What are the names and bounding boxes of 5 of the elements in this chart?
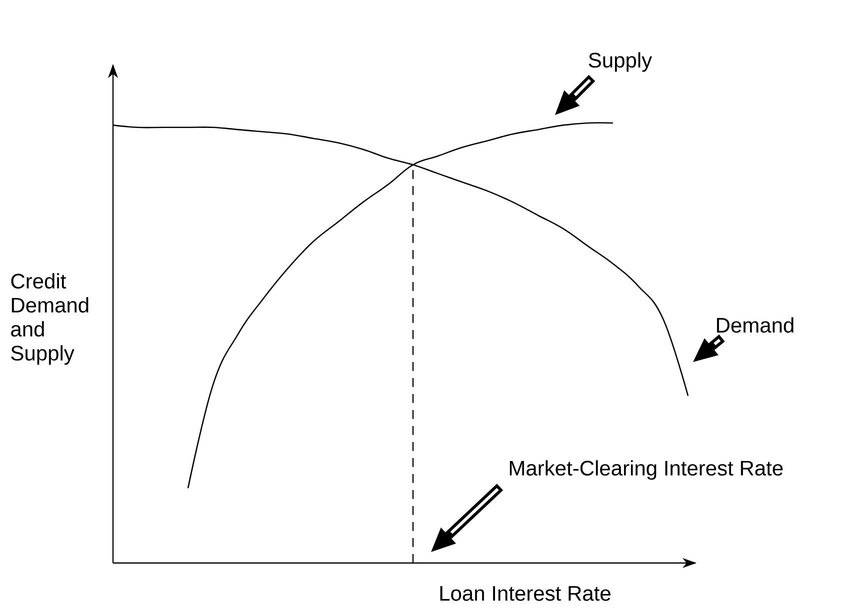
text: Demand	[717, 317, 794, 333]
y-axis-title: Credit Demand and Supply	[11, 273, 88, 365]
annotation: Market-Clearing Interest Rate	[510, 460, 783, 480]
text: Supply	[588, 52, 652, 72]
x-axis-title: Loan Interest Rate	[440, 586, 610, 601]
